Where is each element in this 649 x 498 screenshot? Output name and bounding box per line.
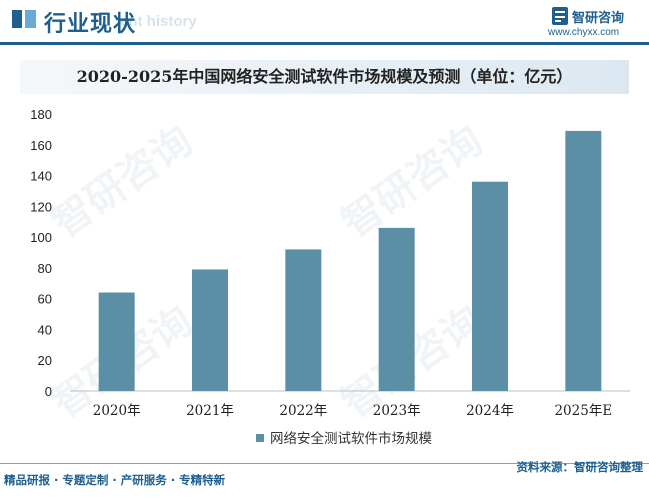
x-tick-label: 2020年 [93, 403, 141, 419]
y-tick-label: 0 [45, 384, 52, 399]
brand-url[interactable]: www.chyxx.com [548, 27, 620, 38]
bar [285, 249, 322, 391]
y-tick-label: 80 [38, 261, 52, 276]
page-header: ent history 行业现状 智研咨询 www.chyxx.com [0, 0, 649, 45]
y-tick-label: 40 [38, 322, 52, 337]
y-tick-label: 100 [30, 230, 52, 245]
footer-divider [0, 463, 649, 464]
x-tick-label: 2023年 [373, 403, 421, 419]
brand-logo-icon [552, 7, 568, 25]
y-tick-label: 120 [30, 199, 52, 214]
chart-title: 2020-2025年中国网络安全测试软件市场规模及预测（单位：亿元） [76, 67, 573, 86]
section-subtitle: ent history [120, 13, 197, 30]
chart-title-band: 2020-2025年中国网络安全测试软件市场规模及预测（单位：亿元） [20, 60, 629, 94]
header-divider [0, 42, 649, 45]
x-tick-label: 2024年 [466, 403, 514, 419]
y-tick-label: 160 [30, 138, 52, 153]
legend-swatch [256, 434, 264, 442]
footer-services: 精品研报 · 专题定制 · 产研服务 · 专精特新 [4, 473, 226, 487]
bar [378, 227, 415, 391]
brand-name: 智研咨询 [572, 11, 625, 26]
legend-label: 网络安全测试软件市场规模 [270, 430, 432, 447]
bar [192, 269, 228, 391]
bar-chart: 0 20 40 60 80 100 120 140 160 180 2020年 2021年 2022年 2… [30, 107, 630, 447]
y-tick-label: 140 [30, 169, 52, 184]
y-tick-label: 180 [30, 107, 52, 122]
bar [472, 181, 508, 391]
section-marker-icon [12, 10, 36, 28]
x-tick-label: 2022年 [279, 403, 327, 419]
y-tick-label: 20 [38, 353, 52, 368]
x-tick-label: 2025年E [554, 403, 612, 419]
bar [98, 292, 135, 391]
y-tick-label: 60 [38, 292, 52, 307]
x-tick-label: 2021年 [186, 403, 234, 419]
section-title: 行业现状 [44, 12, 137, 37]
footer-source: 资料来源：智研咨询整理 [516, 460, 644, 474]
bar [565, 130, 602, 391]
